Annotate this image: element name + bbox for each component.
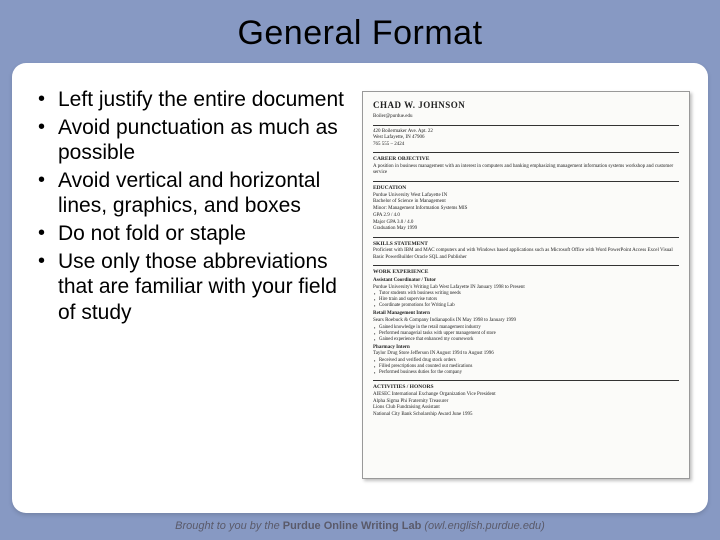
divider: [373, 380, 679, 381]
job-company: Taylor Drug Store Jefferson IN August 19…: [373, 351, 679, 357]
content-card: Left justify the entire document Avoid p…: [12, 63, 708, 513]
slide-title: General Format: [0, 0, 720, 63]
resume-name: CHAD W. JOHNSON: [373, 100, 679, 111]
job-bullet: Performed business duties for the compan…: [373, 370, 679, 376]
job-company: Purdue University's Writing Lab West Laf…: [373, 285, 679, 291]
bullet-list: Left justify the entire document Avoid p…: [30, 87, 347, 501]
resume-phone: 765 555 – 2424: [373, 142, 679, 148]
section-text: Bachelor of Science in Management: [373, 199, 679, 205]
divider: [373, 125, 679, 126]
job-bullet: Gained experience that enhanced my cours…: [373, 337, 679, 343]
job-title: Assistant Coordinator / Tutor: [373, 278, 679, 284]
divider: [373, 237, 679, 238]
section-text: A position in business management with a…: [373, 164, 679, 177]
section-heading: ACTIVITIES / HONORS: [373, 384, 679, 391]
section-heading: WORK EXPERIENCE: [373, 269, 679, 276]
section-heading: EDUCATION: [373, 185, 679, 192]
job-company: Sears Roebuck & Company Indianapolis IN …: [373, 318, 679, 324]
section-text: Minor: Management Information Systems MI…: [373, 206, 679, 212]
resume-address: 420 Boilermaker Ave. Apt. 22: [373, 129, 679, 135]
footer-pre: Brought to you by the: [175, 520, 283, 532]
bullet-item: Use only those abbreviations that are fa…: [36, 249, 347, 326]
footer-lab: Purdue Online Writing Lab: [283, 520, 422, 532]
bullet-item: Left justify the entire document: [36, 87, 347, 113]
divider: [373, 181, 679, 182]
section-text: Proficient with IBM and MAC computers an…: [373, 248, 679, 261]
bullet-item: Avoid punctuation as much as possible: [36, 115, 347, 166]
footer-url: (owl.english.purdue.edu): [421, 520, 545, 532]
activity: Alpha Sigma Phi Fraternity Treasurer: [373, 399, 679, 405]
resume-email: Boiler@purdue.edu: [373, 114, 679, 120]
divider: [373, 265, 679, 266]
bullet-item: Do not fold or staple: [36, 221, 347, 247]
divider: [373, 152, 679, 153]
job-bullet: Coordinate promotions for Writing Lab: [373, 303, 679, 309]
job-title: Pharmacy Intern: [373, 345, 679, 351]
section-heading: CAREER OBJECTIVE: [373, 156, 679, 163]
job-title: Retail Management Intern: [373, 311, 679, 317]
activity: Lions Club Fundraising Assistant: [373, 405, 679, 411]
footer-attribution: Brought to you by the Purdue Online Writ…: [0, 520, 720, 532]
resume-illustration: CHAD W. JOHNSON Boiler@purdue.edu 420 Bo…: [347, 87, 690, 501]
section-text: Purdue University West Lafayette IN: [373, 193, 679, 199]
activity: AIESEC International Exchange Organizati…: [373, 392, 679, 398]
activity: National City Bank Scholarship Award Jun…: [373, 412, 679, 418]
resume-page: CHAD W. JOHNSON Boiler@purdue.edu 420 Bo…: [362, 91, 690, 479]
section-heading: SKILLS STATEMENT: [373, 241, 679, 248]
bullet-item: Avoid vertical and horizontal lines, gra…: [36, 168, 347, 219]
section-text: Graduation May 1999: [373, 226, 679, 232]
resume-address2: West Lafayette, IN 47906: [373, 135, 679, 141]
section-text: GPA 2.9 / 4.0: [373, 213, 679, 219]
section-text: Major GPA 3.0 / 4.0: [373, 220, 679, 226]
